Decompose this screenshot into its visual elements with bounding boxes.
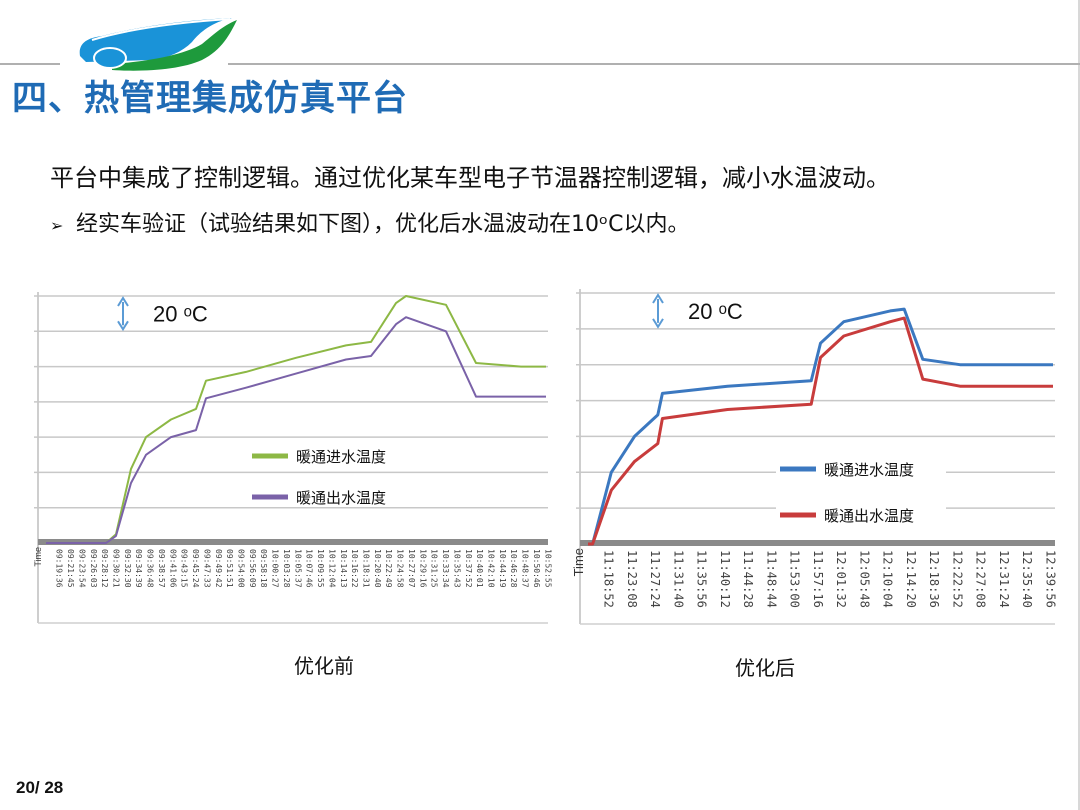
chart-before-optimization: 09:19:36 09:21:45 09:23:54 09:26:03 09:28:12… (33, 292, 552, 624)
x-tick-label: 09:36:48 (146, 549, 155, 588)
header-rule-right (228, 63, 1080, 65)
scale-annotation: 20 ᵒC (688, 299, 743, 324)
x-tick-label: 10:31:25 (430, 549, 439, 588)
x-tick-label: 11:44:28 (741, 550, 755, 608)
x-tick-label: 10:42:10 (487, 549, 496, 588)
x-tick-label: 09:56:09 (248, 549, 257, 588)
bullet-item: ➢ 经实车验证（试验结果如下图），优化后水温波动在10ᵒC以内。 (50, 206, 689, 238)
scale-annotation: 20 ᵒC (153, 302, 208, 327)
legend-label: 暖通出水温度 (296, 489, 386, 507)
x-tick-label: 12:05:48 (857, 550, 871, 608)
x-tick-label: 09:58:18 (259, 549, 268, 588)
x-tick-label: 09:41:06 (168, 549, 177, 588)
x-tick-label: 10:35:43 (452, 549, 461, 588)
x-tick-label: 12:31:24 (997, 550, 1011, 608)
x-axis-baseline (38, 539, 548, 545)
series-line-1 (46, 316, 546, 544)
x-tick-label: 09:32:30 (123, 549, 132, 588)
x-tick-label: 10:20:40 (373, 549, 382, 588)
x-tick-label: 12:10:04 (881, 550, 895, 608)
slide-edge (1078, 0, 1080, 810)
x-tick-label: 12:27:08 (974, 550, 988, 608)
x-tick-label: 10:05:37 (293, 549, 302, 588)
x-axis-title: Time (33, 547, 43, 567)
x-tick-label: 10:12:04 (327, 549, 336, 588)
x-tick-label: 09:54:00 (237, 549, 246, 588)
x-tick-label: 11:31:40 (671, 550, 685, 608)
x-tick-label: 10:14:13 (339, 549, 348, 588)
x-tick-label: 12:35:40 (1020, 550, 1034, 608)
x-tick-label: 10:07:46 (305, 549, 314, 588)
x-axis-baseline (580, 540, 1055, 546)
x-tick-label: 10:00:27 (271, 549, 280, 588)
x-tick-label: 10:22:49 (384, 549, 393, 588)
chart-after-optimization: 11:18:52 11:23:08 11:27:24 11:31:40 11:35:56… (571, 289, 1057, 625)
x-tick-label: 12:01:32 (834, 550, 848, 608)
x-tick-label: 11:40:12 (718, 550, 732, 608)
x-tick-label: 10:33:34 (441, 549, 450, 588)
page-title: 四、热管理集成仿真平台 (12, 79, 409, 119)
header-rule-left (0, 63, 60, 65)
x-tick-label: 09:28:12 (100, 549, 109, 588)
x-tick-label: 10:37:52 (464, 549, 473, 588)
x-tick-label: 12:14:20 (904, 550, 918, 608)
x-tick-label: 10:27:07 (407, 549, 416, 588)
x-tick-label: 09:47:33 (202, 549, 211, 588)
x-tick-label: 11:27:24 (648, 550, 662, 608)
x-tick-label: 10:52:55 (543, 549, 552, 588)
x-tick-label: 11:35:56 (695, 550, 709, 608)
x-tick-label: 10:40:01 (475, 549, 484, 588)
x-tick-label: 09:30:21 (112, 549, 121, 588)
x-tick-label: 09:43:15 (180, 549, 189, 588)
bullet-text: 经实车验证（试验结果如下图），优化后水温波动在10ᵒC以内。 (76, 212, 690, 237)
legend-label: 暖通进水温度 (296, 448, 386, 466)
x-tick-label: 10:46:28 (509, 549, 518, 588)
x-tick-label: 09:19:36 (55, 549, 64, 588)
series-line-0 (46, 295, 546, 544)
arrow-bullet-icon: ➢ (50, 215, 64, 235)
x-tick-label: 11:53:00 (788, 550, 802, 608)
x-tick-label: 10:24:58 (396, 549, 405, 588)
x-tick-label: 12:22:52 (950, 550, 964, 608)
x-tick-label: 09:26:03 (89, 549, 98, 588)
x-tick-label: 11:18:52 (602, 550, 616, 608)
legend-label: 暖通进水温度 (824, 461, 914, 479)
x-tick-label: 10:18:31 (362, 549, 371, 588)
x-tick-label: 09:51:51 (225, 549, 234, 588)
legend-label: 暖通出水温度 (824, 507, 914, 525)
caption-after: 优化后 (735, 656, 795, 680)
x-axis-title: Time (571, 548, 586, 576)
car-leaf-logo-icon (79, 18, 237, 71)
x-tick-label: 12:18:36 (927, 550, 941, 608)
caption-before: 优化前 (294, 654, 354, 678)
x-tick-label: 09:45:24 (191, 549, 200, 588)
x-tick-label: 09:34:39 (134, 549, 143, 588)
x-tick-label: 11:57:16 (811, 550, 825, 608)
x-tick-label: 10:03:28 (282, 549, 291, 588)
x-tick-label: 10:50:46 (532, 549, 541, 588)
x-tick-label: 10:48:37 (521, 549, 530, 588)
x-tick-label: 09:49:42 (214, 549, 223, 588)
x-tick-label: 12:39:56 (1043, 550, 1057, 608)
intro-paragraph: 平台中集成了控制逻辑。通过优化某车型电子节温器控制逻辑，减小水温波动。 (50, 164, 890, 192)
x-tick-label: 09:21:45 (66, 549, 75, 588)
x-tick-label: 10:44:19 (498, 549, 507, 588)
series-line-1 (588, 316, 1053, 546)
series-line-0 (588, 307, 1053, 546)
x-tick-label: 09:38:57 (157, 549, 166, 588)
x-tick-label: 11:23:08 (625, 550, 639, 608)
page-number: 20/ 28 (16, 778, 64, 797)
x-tick-label: 10:09:55 (316, 549, 325, 588)
x-tick-label: 10:16:22 (350, 549, 359, 588)
x-tick-label: 11:48:44 (764, 550, 778, 608)
x-tick-label: 10:29:16 (418, 549, 427, 588)
x-tick-label: 09:23:54 (77, 549, 86, 588)
